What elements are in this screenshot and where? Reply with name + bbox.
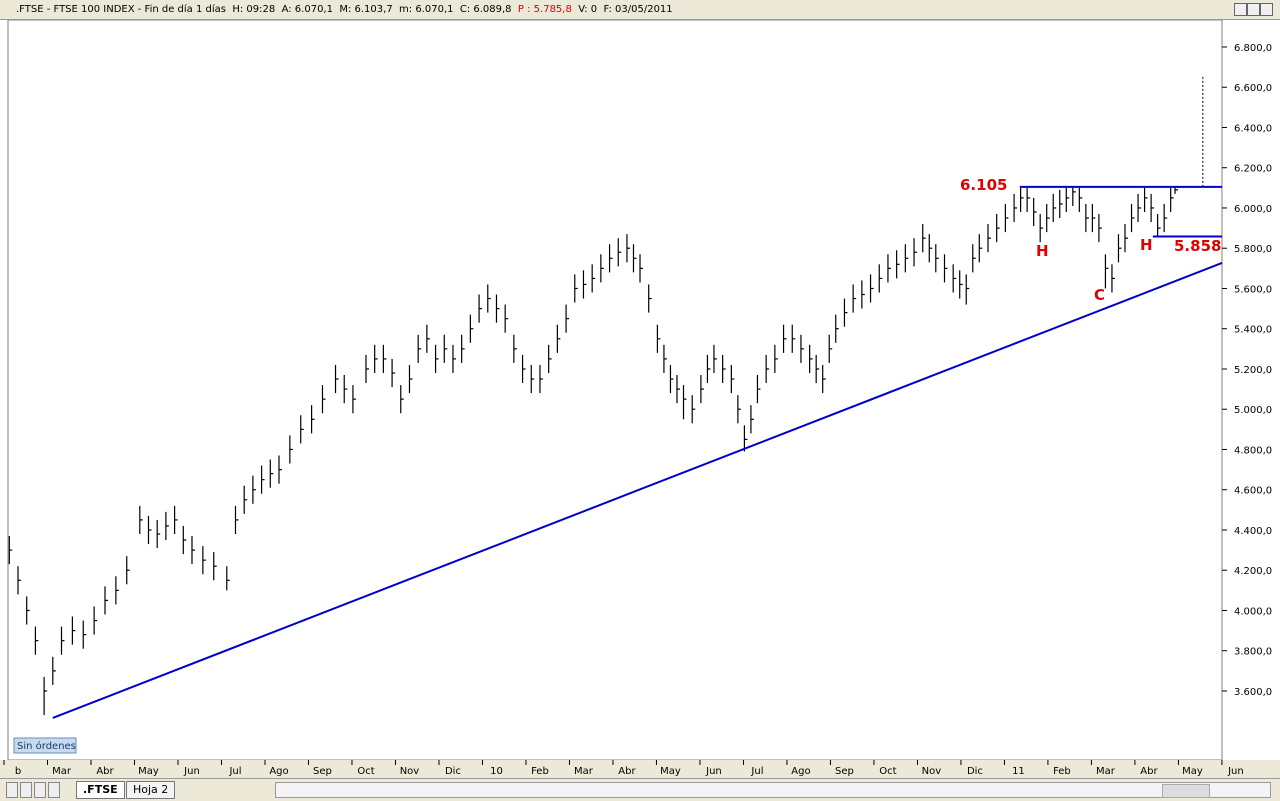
- nav-first[interactable]: [6, 782, 18, 798]
- status-badge: [13, 737, 77, 754]
- y-tick-label: 4.000,0: [1234, 606, 1272, 617]
- x-tick-label: Abr: [96, 766, 114, 777]
- y-tick-label: 4.400,0: [1234, 526, 1272, 537]
- nav-next[interactable]: [34, 782, 46, 798]
- x-tick-label: Dic: [967, 766, 983, 777]
- x-tick-label: Sep: [313, 766, 332, 777]
- header-alert: P : 5.785,8: [517, 4, 572, 15]
- trend-line: [52, 261, 1223, 719]
- header-main: .FTSE - FTSE 100 INDEX - Fin de día 1 dí…: [16, 4, 512, 15]
- x-tick-label: Dic: [445, 766, 461, 777]
- annotation: 6.105: [960, 176, 1007, 194]
- x-tick-label: Feb: [1053, 766, 1071, 777]
- plot-area: [7, 20, 1223, 761]
- x-tick-label: 10: [490, 766, 503, 777]
- status-text: Sin órdenes: [17, 740, 76, 752]
- x-tick-label: Abr: [1140, 766, 1158, 777]
- scroll-thumb[interactable]: [1162, 784, 1210, 798]
- nav-last[interactable]: [48, 782, 60, 798]
- x-tick-label: Mar: [1096, 766, 1116, 777]
- x-tick-label: Jul: [750, 766, 763, 777]
- x-tick-label: Jun: [183, 766, 200, 777]
- x-tick-label: Nov: [922, 766, 942, 777]
- y-tick-label: 5.600,0: [1234, 284, 1272, 295]
- y-tick-label: 6.600,0: [1234, 83, 1272, 94]
- x-tick-label: Sep: [835, 766, 854, 777]
- maximize-button[interactable]: [1247, 3, 1260, 16]
- minimize-button[interactable]: [1234, 3, 1247, 16]
- x-tick-label: Ago: [791, 766, 810, 777]
- x-tick-label: b: [15, 766, 21, 777]
- y-tick-label: 6.400,0: [1234, 123, 1272, 134]
- x-tick-label: Oct: [357, 766, 374, 777]
- close-button[interactable]: [1260, 3, 1273, 16]
- x-tick-label: Ago: [269, 766, 288, 777]
- y-tick-label: 3.800,0: [1234, 647, 1272, 658]
- annotation: C: [1094, 286, 1105, 304]
- y-tick-label: 6.000,0: [1234, 204, 1272, 215]
- x-tick-label: Jun: [1227, 766, 1244, 777]
- y-tick-label: 6.200,0: [1234, 164, 1272, 175]
- y-tick-label: 6.800,0: [1234, 43, 1272, 54]
- y-tick-label: 5.800,0: [1234, 244, 1272, 255]
- y-tick-label: 4.600,0: [1234, 486, 1272, 497]
- x-tick-label: Oct: [879, 766, 896, 777]
- x-tick-label: Jul: [228, 766, 241, 777]
- sheet-tabs: .FTSE Hoja 2: [0, 778, 1280, 801]
- window-buttons[interactable]: [1234, 3, 1274, 16]
- annotation: H: [1036, 242, 1049, 260]
- tab[interactable]: .FTSE: [76, 781, 125, 799]
- x-tick-label: May: [138, 766, 159, 777]
- annotation: 5.858: [1174, 237, 1221, 255]
- header: .FTSE - FTSE 100 INDEX - Fin de día 1 dí…: [0, 0, 1280, 20]
- x-tick-label: Nov: [400, 766, 420, 777]
- y-tick-label: 4.800,0: [1234, 445, 1272, 456]
- x-tick-label: Jun: [705, 766, 722, 777]
- y-tick-label: 5.200,0: [1234, 365, 1272, 376]
- annotation: H: [1140, 236, 1153, 254]
- x-tick-label: May: [660, 766, 681, 777]
- x-tick-label: Feb: [531, 766, 549, 777]
- horizontal-scrollbar[interactable]: [275, 782, 1271, 798]
- y-tick-label: 4.200,0: [1234, 566, 1272, 577]
- y-tick-label: 5.400,0: [1234, 325, 1272, 336]
- x-tick-label: Mar: [52, 766, 72, 777]
- x-tick-label: Abr: [618, 766, 636, 777]
- tab[interactable]: Hoja 2: [126, 781, 176, 799]
- x-axis-strip: [0, 760, 1280, 778]
- x-tick-label: May: [1182, 766, 1203, 777]
- header-tail: V: 0 F: 03/05/2011: [578, 4, 673, 15]
- x-tick-label: Mar: [574, 766, 594, 777]
- chart: Sin órdenes 6.105 H C H 5.858 3.600,0 3.8…: [0, 20, 1280, 778]
- y-tick-label: 3.600,0: [1234, 687, 1272, 698]
- x-tick-label: 11: [1012, 766, 1025, 777]
- y-tick-label: 5.000,0: [1234, 405, 1272, 416]
- nav-prev[interactable]: [20, 782, 32, 798]
